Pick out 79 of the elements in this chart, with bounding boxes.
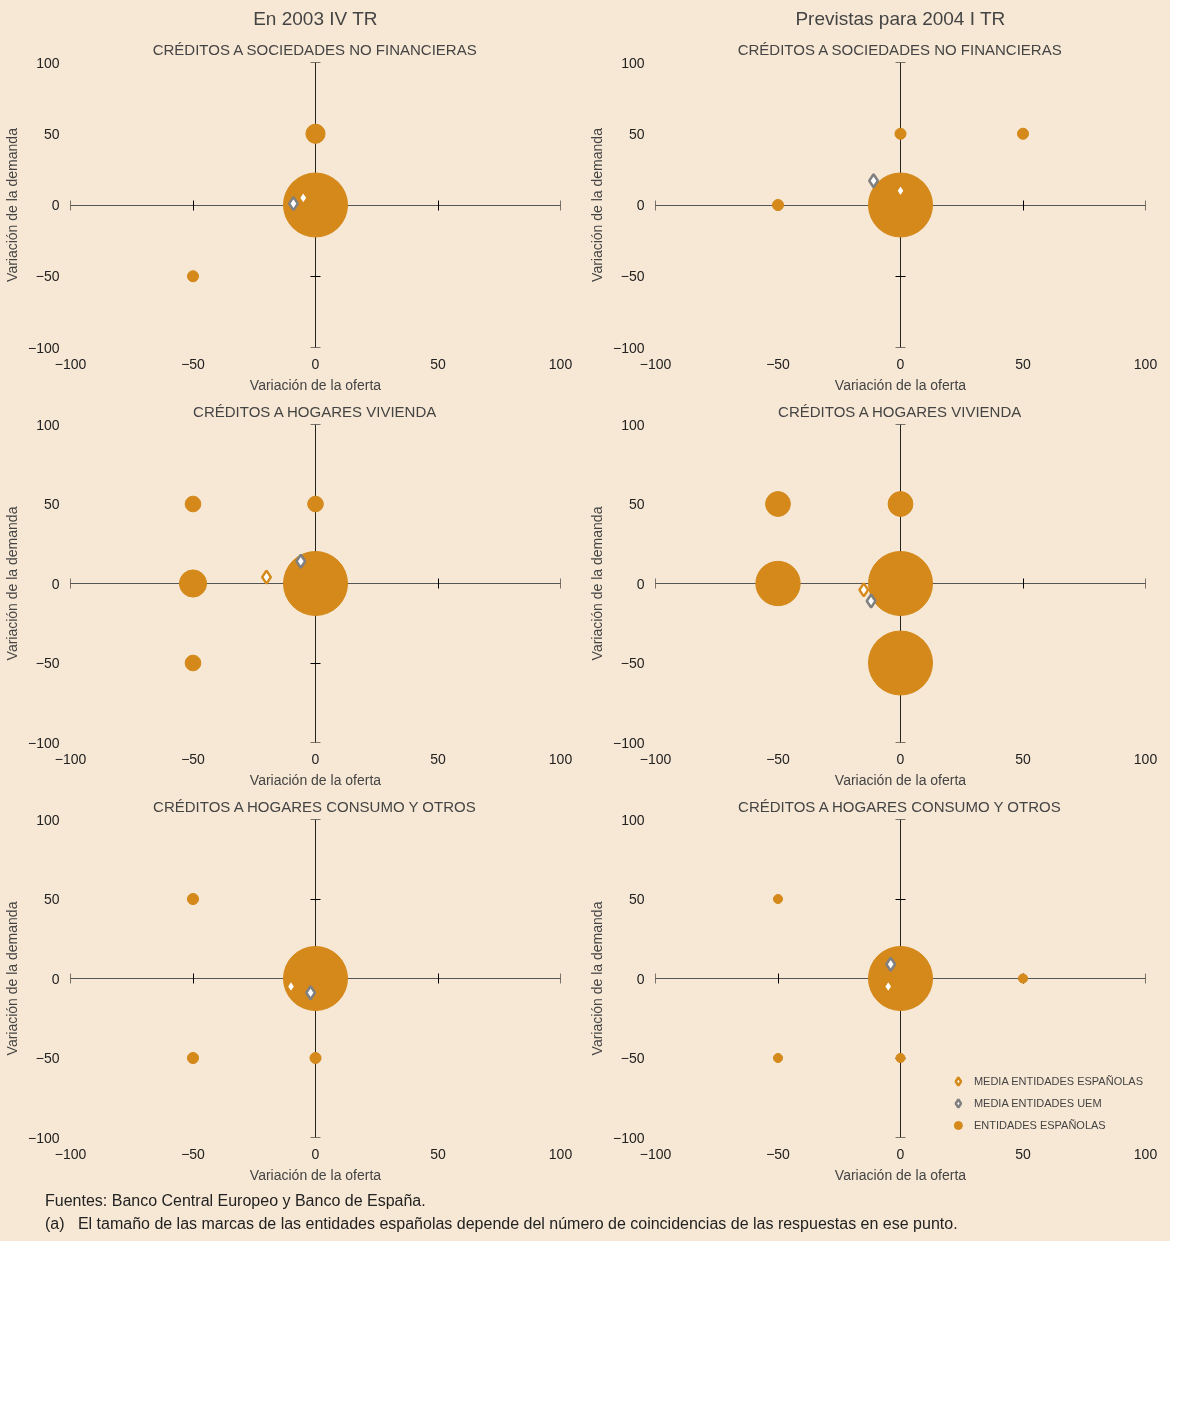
y-tick-label: 100 (621, 811, 645, 828)
x-tick-label: 50 (1015, 1145, 1031, 1162)
x-tick-label: 50 (1015, 355, 1031, 372)
x-tick-label: 100 (548, 750, 573, 767)
y-tick-label: 100 (621, 416, 645, 433)
y-tick-label: −50 (620, 268, 645, 285)
x-tick-label: 50 (430, 355, 446, 372)
x-axis-title: Variación de la oferta (249, 376, 382, 393)
legend-label: MEDIA ENTIDADES ESPAÑOLAS (973, 1075, 1143, 1087)
y-tick-label: 0 (636, 575, 645, 592)
x-tick-label: 0 (311, 1145, 320, 1162)
x-tick-label: −50 (766, 1145, 791, 1162)
x-tick-label: −50 (181, 750, 206, 767)
y-tick-label: 100 (36, 416, 60, 433)
y-tick-label: 0 (51, 575, 60, 592)
y-tick-label: −100 (27, 339, 60, 356)
y-tick-label: −100 (27, 1129, 60, 1146)
chart-title: CRÉDITOS A HOGARES CONSUMO Y OTROS (153, 797, 476, 815)
x-tick-label: 0 (311, 750, 320, 767)
y-tick-label: 100 (36, 54, 60, 71)
x-tick-label: 100 (548, 355, 573, 372)
y-tick-label: 50 (43, 125, 60, 142)
x-axis-title: Variación de la oferta (249, 1166, 382, 1183)
x-tick-label: 0 (896, 750, 905, 767)
x-axis-title: Variación de la oferta (834, 1166, 967, 1183)
y-axis-title: Variación de la demanda (588, 901, 605, 1056)
x-tick-label: −50 (766, 750, 791, 767)
y-tick-label: −100 (612, 1129, 645, 1146)
y-tick-label: −100 (612, 734, 645, 751)
y-tick-label: 0 (636, 197, 645, 213)
y-axis-title: Variación de la demanda (588, 127, 605, 282)
y-tick-label: 0 (51, 970, 60, 987)
y-tick-label: 0 (636, 970, 645, 987)
x-tick-label: 0 (896, 355, 905, 372)
x-tick-label: −50 (181, 355, 206, 372)
text: (a) El tamaño de las marcas de las entidades españolas depende del número de coincidencias de las respuestas en ese punto. (45, 1214, 958, 1232)
y-tick-label: −50 (620, 655, 645, 671)
y-tick-label: 50 (628, 125, 645, 142)
x-tick-label: 50 (430, 1145, 446, 1162)
x-tick-label: 50 (430, 750, 446, 767)
legend-label: ENTIDADES ESPAÑOLAS (973, 1119, 1106, 1131)
y-tick-label: −50 (620, 1050, 645, 1066)
x-axis-title: Variación de la oferta (834, 771, 967, 788)
x-tick-label: −50 (766, 355, 791, 372)
y-tick-label: −50 (35, 655, 60, 671)
y-tick-label: −100 (27, 734, 60, 751)
chart-title: CRÉDITOS A HOGARES VIVIENDA (193, 402, 437, 420)
x-tick-label: −50 (181, 1145, 206, 1162)
y-tick-label: 50 (43, 496, 60, 512)
chart-subtitle: Previstas para 2004 I TR (795, 7, 1006, 29)
x-tick-label: 100 (548, 1145, 573, 1162)
chart-title: CRÉDITOS A HOGARES VIVIENDA (778, 402, 1022, 420)
y-tick-label: −50 (35, 268, 60, 285)
y-tick-label: 50 (43, 891, 60, 907)
y-tick-label: 50 (628, 891, 645, 907)
legend-label: MEDIA ENTIDADES UEM (973, 1097, 1102, 1109)
chart-title: CRÉDITOS A SOCIEDADES NO FINANCIERAS (152, 40, 477, 58)
y-axis-title: Variación de la demanda (3, 506, 20, 661)
y-tick-label: 50 (628, 496, 645, 512)
chart-subtitle: En 2003 IV TR (253, 7, 378, 29)
x-tick-label: 0 (311, 355, 320, 372)
y-axis-title: Variación de la demanda (3, 127, 20, 282)
x-tick-label: 0 (896, 1145, 905, 1162)
x-tick-label: 50 (1015, 750, 1031, 767)
y-axis-title: Variación de la demanda (588, 506, 605, 661)
chart-title: CRÉDITOS A SOCIEDADES NO FINANCIERAS (737, 40, 1062, 58)
y-tick-label: 100 (621, 54, 645, 71)
x-axis-title: Variación de la oferta (249, 771, 382, 788)
x-tick-label: 100 (1133, 750, 1158, 767)
x-tick-label: 100 (1133, 1145, 1158, 1162)
y-tick-label: 100 (36, 811, 60, 828)
x-axis-title: Variación de la oferta (834, 376, 967, 393)
y-tick-label: −100 (612, 339, 645, 356)
source-note: Fuentes: Banco Central Europeo y Banco de España. (45, 1192, 426, 1209)
x-tick-label: 100 (1133, 355, 1158, 372)
y-tick-label: −50 (35, 1050, 60, 1066)
chart-title: CRÉDITOS A HOGARES CONSUMO Y OTROS (738, 797, 1061, 815)
y-tick-label: 0 (51, 197, 60, 213)
y-axis-title: Variación de la demanda (3, 901, 20, 1056)
